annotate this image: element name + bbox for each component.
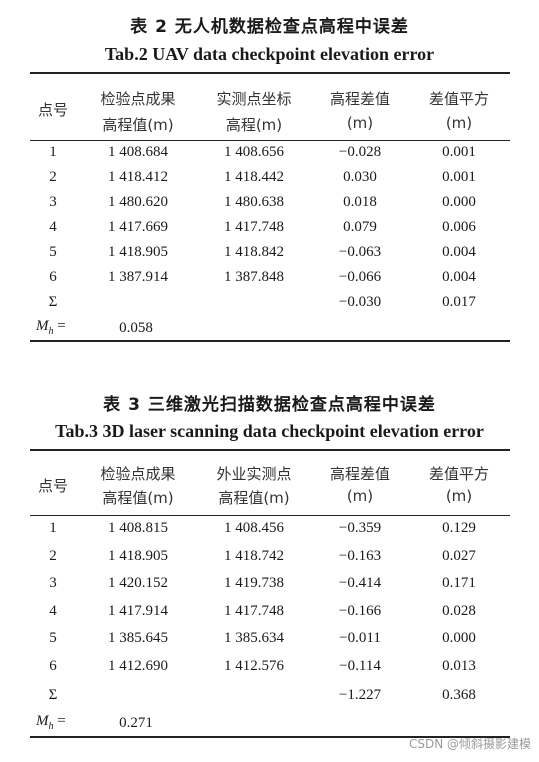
table-3-header-point: 点号 xyxy=(37,477,68,495)
cell-elev-result: 1 418.412 xyxy=(108,169,168,185)
cell-point: 5 xyxy=(49,244,57,260)
cell-elev-result: 1 408.815 xyxy=(108,520,168,536)
cell-elev-measured: 1 417.748 xyxy=(224,219,284,235)
cell-elev-diff: −0.066 xyxy=(338,269,382,285)
cell-diff-square: 0.013 xyxy=(442,657,476,674)
cell-point: 6 xyxy=(49,657,57,674)
cell-point: 2 xyxy=(49,169,57,185)
cell-elev-result: 1 412.690 xyxy=(108,657,168,674)
table-2-sum-label: Σ xyxy=(48,294,58,310)
cell-elev-measured: 1 408.656 xyxy=(224,144,284,160)
table-2-mh-value: 0.058 xyxy=(119,320,153,336)
table-3-header-col1-l2: 高程值(m) xyxy=(102,489,174,507)
cell-elev-diff: −0.166 xyxy=(338,602,382,619)
cell-diff-square: 0.001 xyxy=(442,169,476,185)
cell-elev-measured: 1 385.634 xyxy=(224,630,284,646)
cell-elev-measured: 1 418.842 xyxy=(224,244,284,260)
cell-elev-result: 1 417.914 xyxy=(108,602,168,619)
table-3-mh-label: Mh = xyxy=(36,713,66,732)
cell-diff-square: 0.027 xyxy=(442,547,476,564)
table-2-header-col1-l2: 高程值(m) xyxy=(102,116,174,134)
cell-elev-diff: −0.028 xyxy=(338,144,382,160)
table-3-mh-value: 0.271 xyxy=(119,715,153,731)
cell-elev-measured: 1 408.456 xyxy=(224,520,284,536)
table-2-header-col4-l2: (m) xyxy=(445,114,473,132)
cell-elev-diff: −0.414 xyxy=(338,575,382,591)
cell-elev-result: 1 417.669 xyxy=(108,219,168,235)
cell-elev-result: 1 387.914 xyxy=(108,269,168,285)
table-3-header-col3-l1: 高程差值 xyxy=(329,465,390,483)
cell-elev-diff: −0.114 xyxy=(339,657,381,674)
table-3-bottom-rule xyxy=(30,736,510,738)
cell-point: 1 xyxy=(49,144,57,160)
cell-elev-measured: 1 419.738 xyxy=(224,575,284,591)
cell-point: 1 xyxy=(49,520,57,536)
table-2-header-col2-l2: 高程(m) xyxy=(225,116,283,134)
cell-elev-measured: 1 412.576 xyxy=(224,657,284,674)
table-3-sum-sq: 0.368 xyxy=(442,687,476,703)
table-2-sum-sq: 0.017 xyxy=(442,294,476,310)
cell-point: 3 xyxy=(49,194,57,210)
cell-elev-result: 1 418.905 xyxy=(108,244,168,260)
cell-diff-square: 0.129 xyxy=(442,520,476,536)
cell-elev-result: 1 420.152 xyxy=(108,575,168,591)
cell-point: 4 xyxy=(49,602,57,619)
table-3-header-col3-l2: (m) xyxy=(346,487,374,505)
table-2-title-cn: 表 2 无人机数据检查点高程中误差 xyxy=(130,17,409,37)
cell-diff-square: 0.171 xyxy=(442,575,476,591)
cell-diff-square: 0.001 xyxy=(442,144,476,160)
table-3-title-en: Tab.3 3D laser scanning data checkpoint … xyxy=(55,421,484,441)
cell-elev-diff: 0.018 xyxy=(343,194,377,210)
table-3-header-col4-l1: 差值平方 xyxy=(428,465,489,483)
table-2-header-point: 点号 xyxy=(37,101,68,119)
cell-elev-diff: −0.163 xyxy=(338,547,382,564)
cell-elev-result: 1 385.645 xyxy=(108,630,168,646)
table-2-header-col3-l2: (m) xyxy=(346,114,374,132)
cell-elev-measured: 1 418.442 xyxy=(224,169,284,185)
watermark: CSDN @倾斜摄影建模 xyxy=(408,737,531,751)
table-2-sum-diff: −0.030 xyxy=(338,294,382,310)
table-2-title-en: Tab.2 UAV data checkpoint elevation erro… xyxy=(104,44,435,64)
table-3-sum-diff: −1.227 xyxy=(338,687,382,703)
table-3-title-cn: 表 3 三维激光扫描数据检查点高程中误差 xyxy=(103,395,436,415)
cell-diff-square: 0.000 xyxy=(442,194,476,210)
table-2-header-col4-l1: 差值平方 xyxy=(428,90,489,108)
table-3-top-rule xyxy=(30,449,510,451)
cell-elev-diff: 0.079 xyxy=(343,219,377,235)
table-3-header-col2-l2: 高程值(m) xyxy=(218,489,290,507)
cell-elev-measured: 1 418.742 xyxy=(224,547,284,564)
cell-elev-measured: 1 480.638 xyxy=(224,194,284,210)
cell-elev-diff: −0.011 xyxy=(339,630,381,646)
cell-elev-result: 1 418.905 xyxy=(108,547,168,564)
table-3-header-col2-l1: 外业实测点 xyxy=(216,465,292,483)
table-2-header-col2-l1: 实测点坐标 xyxy=(216,90,292,108)
cell-point: 3 xyxy=(49,575,57,591)
table-2-header-col1-l1: 检验点成果 xyxy=(100,90,176,108)
table-3-header-col1-l1: 检验点成果 xyxy=(100,465,176,483)
cell-point: 2 xyxy=(49,547,57,564)
cell-elev-diff: 0.030 xyxy=(343,169,377,185)
cell-elev-result: 1 480.620 xyxy=(108,194,168,210)
cell-elev-result: 1 408.684 xyxy=(108,144,168,160)
table-2-mh-label: Mh = xyxy=(36,318,66,337)
cell-point: 6 xyxy=(49,269,57,285)
cell-point: 4 xyxy=(49,219,57,235)
cell-point: 5 xyxy=(49,630,57,646)
cell-elev-diff: −0.359 xyxy=(338,520,382,536)
table-2-header-rule xyxy=(30,140,510,141)
cell-elev-measured: 1 417.748 xyxy=(224,602,284,619)
cell-elev-diff: −0.063 xyxy=(338,244,382,260)
table-3-sum-label: Σ xyxy=(48,687,58,703)
table-3-header-rule xyxy=(30,515,510,516)
cell-elev-measured: 1 387.848 xyxy=(224,269,284,285)
table-2-header-col3-l1: 高程差值 xyxy=(329,90,390,108)
cell-diff-square: 0.004 xyxy=(442,269,476,285)
cell-diff-square: 0.028 xyxy=(442,602,476,619)
cell-diff-square: 0.000 xyxy=(442,630,476,646)
table-2-bottom-rule xyxy=(30,340,510,342)
table-2-top-rule xyxy=(30,72,510,74)
table-3-header-col4-l2: (m) xyxy=(445,487,473,505)
cell-diff-square: 0.004 xyxy=(442,244,476,260)
cell-diff-square: 0.006 xyxy=(442,219,476,235)
